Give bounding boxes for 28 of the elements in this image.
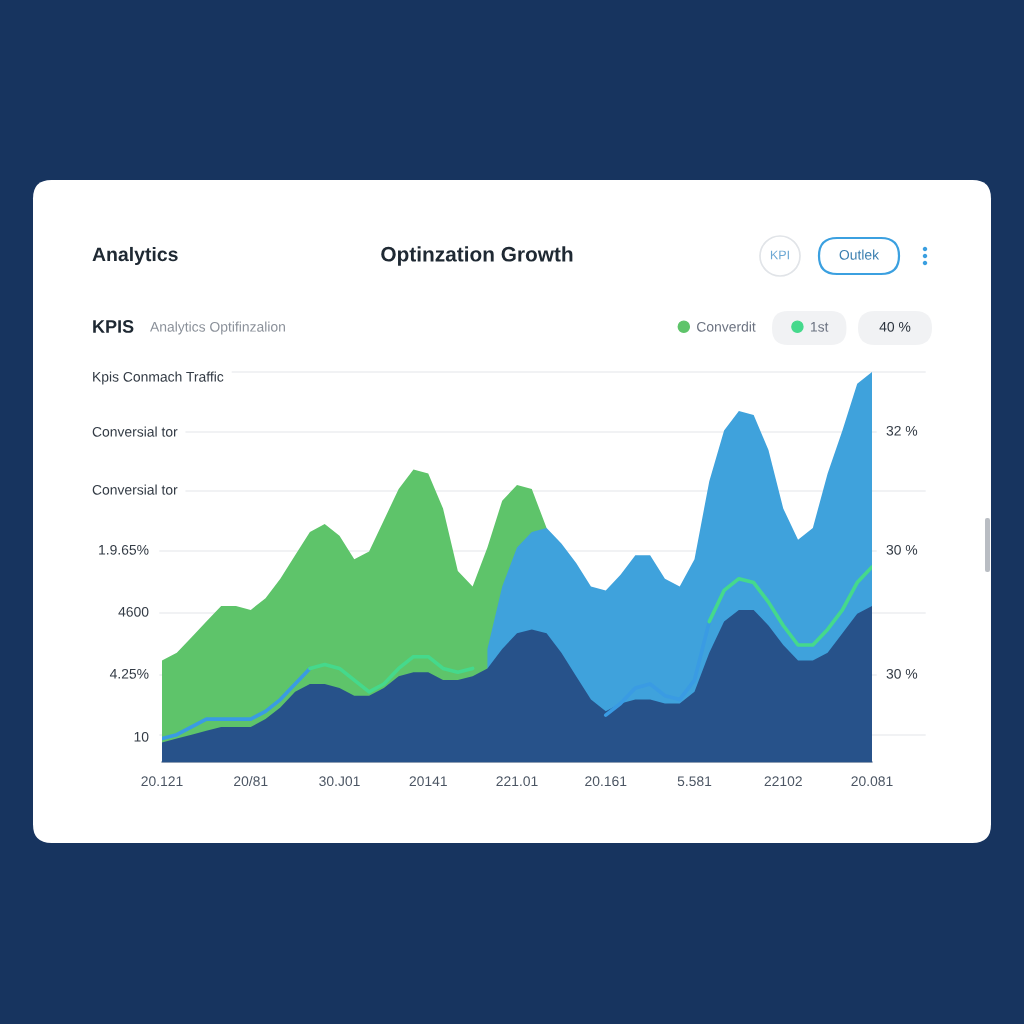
- x-tick-label: 30.J01: [319, 776, 360, 787]
- annotation: Conversial tor: [92, 484, 178, 495]
- x-tick-label: 20.121: [141, 776, 183, 787]
- chart-title: Optinzation Growth: [381, 246, 573, 266]
- text: 1.9.65%: [99, 544, 149, 555]
- annotation: Kpis Conmach Traffic: [93, 371, 224, 385]
- legend-label: 1st: [810, 322, 829, 332]
- text: 4600: [118, 606, 149, 617]
- text: 10: [134, 731, 149, 742]
- text: Analytics: [92, 246, 178, 266]
- text: KPIS: [93, 320, 134, 333]
- x-tick-label: 5.581: [677, 776, 712, 787]
- text: KPI: [770, 250, 789, 260]
- chart-subtitle: Analytics Optifinzalion: [150, 321, 285, 335]
- text: 30 %: [886, 544, 918, 555]
- text: 4.25%: [109, 668, 149, 679]
- x-tick-label: 221.01: [496, 776, 538, 787]
- annotation: Conversial tor: [92, 426, 178, 437]
- x-tick-label: 20141: [409, 776, 447, 787]
- text: 32 %: [886, 425, 918, 436]
- text: Outlek: [839, 249, 880, 260]
- x-tick-label: 22102: [764, 776, 802, 787]
- x-tick-label: 20.081: [851, 776, 893, 787]
- x-tick-label: 20.161: [585, 776, 627, 787]
- text: 30 %: [886, 668, 918, 679]
- text: 40 %: [879, 321, 911, 332]
- x-tick-label: 20/81: [234, 775, 268, 787]
- legend-label: Converdit: [697, 321, 756, 332]
